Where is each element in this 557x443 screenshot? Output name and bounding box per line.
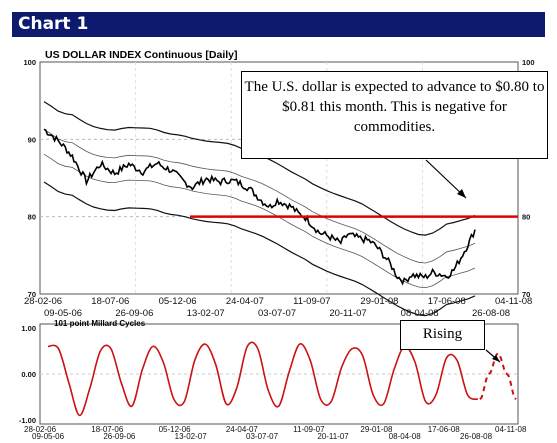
price-x-tick-label: 29-01-08 — [360, 296, 398, 307]
rising-label: Rising — [422, 326, 463, 342]
chart-banner-title: Chart 1 — [12, 12, 545, 37]
cycle-x-tick-label: 13-02-07 — [175, 432, 208, 441]
cycle-x-tick-label: 11-09-07 — [293, 425, 325, 434]
cycle-x-tick-label: 18-07-06 — [91, 425, 124, 434]
annotation-text: The U.S. dollar is expected to advance t… — [244, 79, 545, 135]
price-y-tick-left: 80 — [28, 213, 36, 222]
cycle-x-tick-label: 28-02-06 — [24, 425, 57, 434]
price-y-tick-right: 100 — [522, 58, 535, 67]
price-x-tick-label: 20-11-07 — [329, 308, 366, 319]
cycle-y-axis: 1.00 0.00 -1.00 — [19, 324, 36, 425]
price-x-tick-label: 05-12-06 — [159, 296, 197, 307]
price-y-tick-left: 90 — [28, 135, 36, 144]
price-band-inner-lower — [43, 153, 476, 289]
cycle-x-tick-label: 20-11-07 — [317, 432, 349, 441]
price-x-tick-label: 04-11-08 — [495, 296, 532, 307]
price-y-axis-left: 100 90 80 70 — [23, 58, 36, 299]
price-band-lower — [43, 181, 476, 317]
price-y-tick-left: 100 — [23, 58, 36, 67]
price-y-tick-left: 70 — [28, 290, 36, 299]
price-plot-frame — [39, 61, 519, 295]
cycle-x-tick-label: 26-09-06 — [103, 432, 136, 441]
cycle-x-axis: 28-02-06 18-07-06 05-12-06 24-04-07 11-09-07… — [24, 425, 527, 441]
price-x-tick-label: 26-08-08 — [472, 308, 510, 319]
price-x-tick-label: 11-09-07 — [293, 296, 330, 307]
cycle-x-tick-label: 09-05-06 — [32, 432, 65, 441]
cycle-x-tick-label: 24-04-07 — [226, 425, 259, 434]
price-x-axis: 28-02-06 18-07-06 05-12-06 24-04-07 11-09-07… — [24, 296, 532, 319]
price-x-tick-label: 28-02-06 — [24, 296, 62, 307]
rising-arrowhead — [492, 355, 500, 362]
price-x-tick-label: 03-07-07 — [258, 308, 296, 319]
price-x-tick-label: 18-07-06 — [91, 296, 129, 307]
price-chart-title: US DOLLAR INDEX Continuous [Daily] — [45, 49, 238, 61]
cycle-y-tick: 1.00 — [21, 324, 36, 333]
cycle-x-tick-label: 26-08-08 — [460, 432, 493, 441]
cycle-x-tick-label: 08-04-08 — [389, 432, 422, 441]
price-x-tick-label: 09-05-06 — [44, 308, 82, 319]
cycle-x-tick-label: 04-11-08 — [495, 425, 527, 434]
cycle-projection-dashed — [479, 351, 517, 400]
cycle-x-tick-label: 03-07-07 — [246, 432, 279, 441]
annotation-arrowhead — [457, 189, 466, 198]
cycle-x-tick-label: 05-12-06 — [159, 425, 192, 434]
price-series-line — [43, 128, 476, 286]
cycle-chart-title: 101 point Millard Cycles — [54, 319, 146, 328]
price-y-tick-right: 80 — [522, 213, 530, 222]
cycle-y-tick: 0.00 — [21, 370, 36, 379]
price-x-tick-label: 08-04-08 — [401, 308, 439, 319]
cycle-y-tick: -1.00 — [19, 416, 36, 425]
annotation-box: The U.S. dollar is expected to advance t… — [241, 71, 548, 159]
cycle-x-tick-label: 17-06-08 — [428, 425, 461, 434]
cycle-x-tick-label: 29-01-08 — [360, 425, 393, 434]
price-x-tick-label: 13-02-07 — [187, 308, 225, 319]
price-y-tick-right: 70 — [522, 290, 530, 299]
price-x-tick-label: 17-06-08 — [428, 296, 466, 307]
price-band-inner-upper — [43, 129, 476, 264]
rising-label-box: Rising — [400, 320, 485, 350]
cycle-series-line — [47, 341, 479, 417]
price-x-tick-label: 26-09-06 — [115, 308, 153, 319]
price-x-tick-label: 24-04-07 — [226, 296, 264, 307]
